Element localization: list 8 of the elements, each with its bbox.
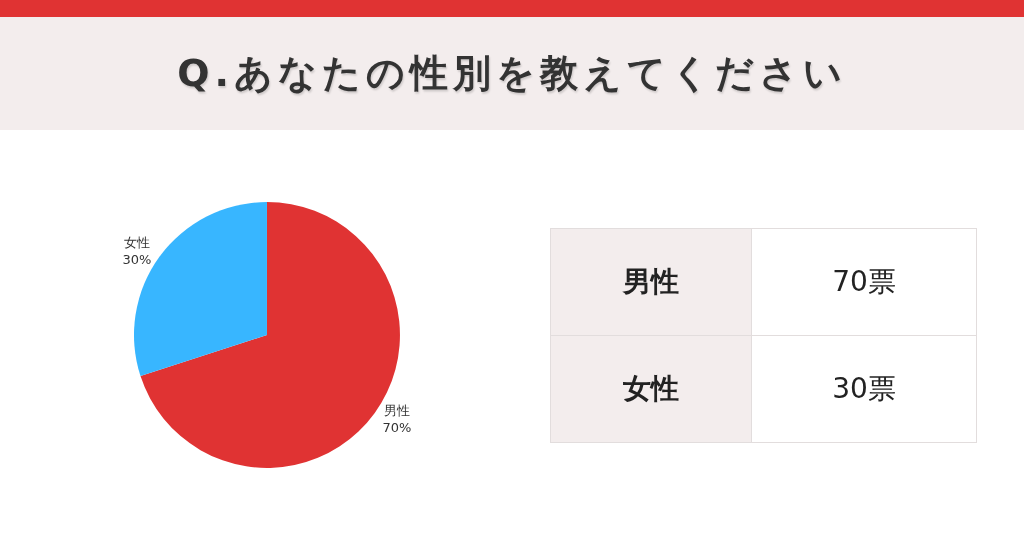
- category-label: 女性: [623, 372, 679, 405]
- data-label: 30%: [122, 252, 152, 268]
- category-label: 男性: [623, 265, 679, 298]
- slice-label: 男性: [383, 402, 410, 418]
- text: 70票: [751, 228, 977, 336]
- data-label: 70%: [382, 419, 412, 435]
- slice-label: 女性: [123, 235, 150, 251]
- text: 30票: [751, 335, 977, 443]
